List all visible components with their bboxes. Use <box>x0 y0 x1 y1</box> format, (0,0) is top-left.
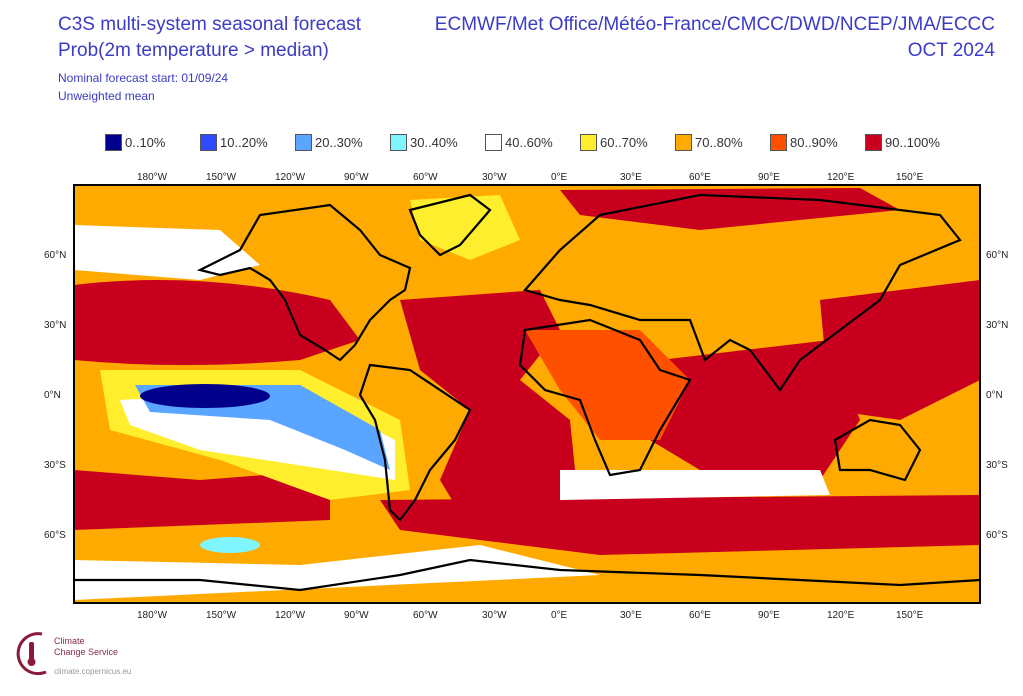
field-pacific-darkblue <box>140 384 270 408</box>
legend-label: 70..80% <box>695 135 743 150</box>
legend-item: 30..40% <box>390 134 485 151</box>
logo-line2: Change Service <box>54 647 119 657</box>
legend-label: 60..70% <box>600 135 648 150</box>
lat-label: 30°N <box>44 320 67 331</box>
legend-label: 40..60% <box>505 135 553 150</box>
legend-item: 70..80% <box>675 134 770 151</box>
field-npacific-white <box>74 225 260 280</box>
legend-item: 20..30% <box>295 134 390 151</box>
copernicus-logo-icon <box>16 632 47 676</box>
systems-list: ECMWF/Met Office/Météo-France/CMCC/DWD/N… <box>434 14 995 35</box>
lon-label: 90°E <box>758 172 780 183</box>
forecast-start: Nominal forecast start: 01/09/24 <box>58 71 229 85</box>
legend-item: 90..100% <box>865 134 960 151</box>
lat-label: 30°N <box>986 320 1009 331</box>
field-southern-red <box>380 495 980 555</box>
lat-label: 0°N <box>44 390 61 401</box>
valid-month: OCT 2024 <box>907 40 995 61</box>
lon-label: 90°W <box>344 172 369 183</box>
lat-label: 30°S <box>44 460 66 471</box>
lat-label: 0°N <box>986 390 1003 401</box>
legend-swatch <box>105 134 122 151</box>
map-title: C3S multi-system seasonal forecast <box>58 14 362 35</box>
field-antarctic-white <box>74 545 600 600</box>
lon-label: 90°E <box>758 610 780 621</box>
color-legend: 0..10% 10..20% 20..30% 30..40% 40..60% 60..70… <box>105 134 960 151</box>
field-spacific-red <box>74 470 330 530</box>
legend-item: 40..60% <box>485 134 580 151</box>
legend-label: 10..20% <box>220 135 268 150</box>
lat-label: 60°S <box>44 530 66 541</box>
logo-line1: Climate <box>54 636 85 646</box>
lon-label: 30°E <box>620 172 642 183</box>
legend-swatch <box>675 134 692 151</box>
field-arctic-red <box>560 188 900 230</box>
lon-label: 180°W <box>137 610 168 621</box>
legend-label: 0..10% <box>125 135 166 150</box>
lon-label: 90°W <box>344 610 369 621</box>
lon-label: 150°E <box>896 610 924 621</box>
legend-item: 10..20% <box>200 134 295 151</box>
legend-label: 80..90% <box>790 135 838 150</box>
lon-label: 60°E <box>689 610 711 621</box>
lon-label: 60°E <box>689 172 711 183</box>
south-america-outline <box>358 363 472 522</box>
field-indian-red <box>650 340 860 480</box>
map-subtitle: Prob(2m temperature > median) <box>58 40 329 61</box>
lon-label: 120°W <box>275 172 306 183</box>
legend-swatch <box>580 134 597 151</box>
field-atlantic-red <box>400 290 580 530</box>
australia-outline <box>833 418 922 482</box>
lat-label: 60°N <box>986 250 1009 261</box>
lon-label: 150°W <box>206 610 237 621</box>
legend-label: 20..30% <box>315 135 363 150</box>
lat-label: 60°S <box>986 530 1008 541</box>
field-cyan-patch <box>200 537 260 553</box>
lon-label: 0°E <box>551 610 568 621</box>
north-america-outline <box>196 203 412 362</box>
legend-label: 90..100% <box>885 135 940 150</box>
lon-label: 180°W <box>137 172 168 183</box>
field-npacific-red <box>74 280 360 365</box>
africa-outline <box>518 318 692 477</box>
mean-type: Unweighted mean <box>58 89 155 103</box>
lon-label: 30°W <box>482 172 507 183</box>
logo-url: climate.copernicus.eu <box>54 667 132 676</box>
legend-item: 80..90% <box>770 134 865 151</box>
lon-label: 120°E <box>827 610 855 621</box>
lon-label: 30°W <box>482 610 507 621</box>
lon-label: 30°E <box>620 610 642 621</box>
legend-swatch <box>865 134 882 151</box>
legend-label: 30..40% <box>410 135 458 150</box>
field-north-yellow <box>410 195 520 260</box>
legend-swatch <box>200 134 217 151</box>
field-africa-orange-red <box>525 330 690 440</box>
antarctica-outline <box>74 558 980 592</box>
legend-swatch <box>485 134 502 151</box>
legend-swatch <box>295 134 312 151</box>
lon-label: 120°E <box>827 172 855 183</box>
lon-label: 60°W <box>413 610 438 621</box>
lon-label: 60°W <box>413 172 438 183</box>
legend-swatch <box>770 134 787 151</box>
lon-label: 150°W <box>206 172 237 183</box>
legend-item: 0..10% <box>105 134 200 151</box>
legend-item: 60..70% <box>580 134 675 151</box>
field-southern-white <box>560 470 830 500</box>
lon-label: 150°E <box>896 172 924 183</box>
legend-swatch <box>390 134 407 151</box>
eurasia-outline <box>523 193 962 392</box>
lon-label: 120°W <box>275 610 306 621</box>
greenland-outline <box>408 193 492 257</box>
lat-label: 60°N <box>44 250 67 261</box>
lat-label: 30°S <box>986 460 1008 471</box>
lon-label: 0°E <box>551 172 568 183</box>
